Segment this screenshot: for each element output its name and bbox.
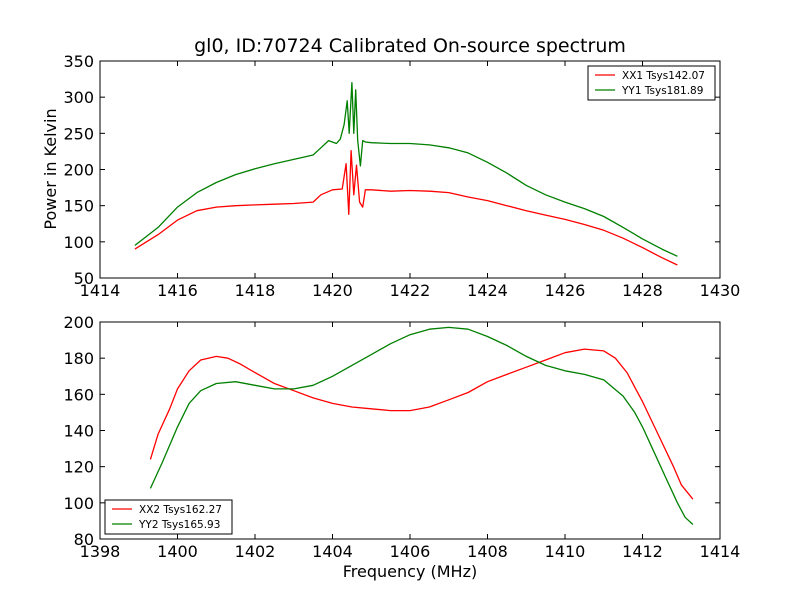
top-x-tick-label: 1428 (622, 281, 663, 300)
bottom-y-tick-label: 80 (74, 530, 94, 549)
top-y-tick-label: 350 (63, 52, 94, 71)
top-x-tick-label: 1414 (80, 281, 121, 300)
bottom-legend-box (104, 499, 233, 535)
top-y-tick-label: 300 (63, 88, 94, 107)
bottom-x-tick-label: 1412 (622, 542, 663, 561)
bottom-legend: XX2 Tsys162.27 YY2 Tsys165.93 (104, 499, 233, 535)
top-x-tick-label: 1430 (700, 281, 741, 300)
bottom-x-tick-label: 1400 (157, 542, 198, 561)
bottom-y-tick-label: 120 (63, 458, 94, 477)
top-x-tick-label: 1416 (157, 281, 198, 300)
top-series-line-yy1 (134, 82, 678, 257)
top-x-tick-label: 1420 (312, 281, 353, 300)
bottom-series-line-xx2 (149, 348, 694, 500)
top-legend-label: YY1 Tsys181.89 (621, 85, 703, 97)
top-legend: XX1 Tsys142.07 YY1 Tsys181.89 (587, 65, 716, 101)
bottom-x-tick-label: 1404 (312, 542, 353, 561)
top-x-tick-label: 1422 (390, 281, 431, 300)
top-y-tick-label: 250 (63, 124, 94, 143)
chart-title: gl0, ID:70724 Calibrated On-source spect… (194, 35, 626, 57)
bottom-legend-label: YY2 Tsys165.93 (138, 519, 220, 531)
top-legend-box (587, 65, 716, 101)
bottom-x-tick-label: 1402 (235, 542, 276, 561)
bottom-y-tick-label: 180 (63, 349, 94, 368)
top-x-tick-label: 1426 (545, 281, 586, 300)
top-plot: 1414 1416 1418 1420 1422 1424 1426 1428 1430 50 10… (63, 52, 740, 300)
top-x-tick-label: 1418 (235, 281, 276, 300)
bottom-legend-label: XX2 Tsys162.27 (139, 504, 222, 516)
top-y-tick-label: 150 (63, 197, 94, 216)
top-y-tick-label: 100 (63, 233, 94, 252)
top-legend-label: XX1 Tsys142.07 (622, 70, 705, 82)
top-series-line-xx1 (134, 150, 678, 266)
top-y-tick-label: 50 (74, 269, 94, 288)
top-x-tick-label: 1424 (467, 281, 508, 300)
top-y-axis-title: Power in Kelvin (41, 108, 60, 229)
bottom-y-tick-label: 160 (63, 385, 94, 404)
bottom-x-tick-label: 1406 (390, 542, 431, 561)
top-y-tick-label: 200 (63, 161, 94, 180)
bottom-x-tick-label: 1410 (545, 542, 586, 561)
bottom-plot: 1398 1400 1402 1404 1406 1408 1410 1412 1414 80 10… (63, 313, 740, 561)
bottom-x-tick-label: 1398 (80, 542, 121, 561)
bottom-x-axis-title: Frequency (MHz) (343, 562, 477, 581)
bottom-series-line-yy2 (149, 326, 694, 525)
bottom-y-tick-label: 100 (63, 494, 94, 513)
bottom-y-tick-label: 200 (63, 313, 94, 332)
bottom-y-tick-label: 140 (63, 422, 94, 441)
bottom-x-tick-label: 1414 (700, 542, 741, 561)
bottom-x-tick-label: 1408 (467, 542, 508, 561)
